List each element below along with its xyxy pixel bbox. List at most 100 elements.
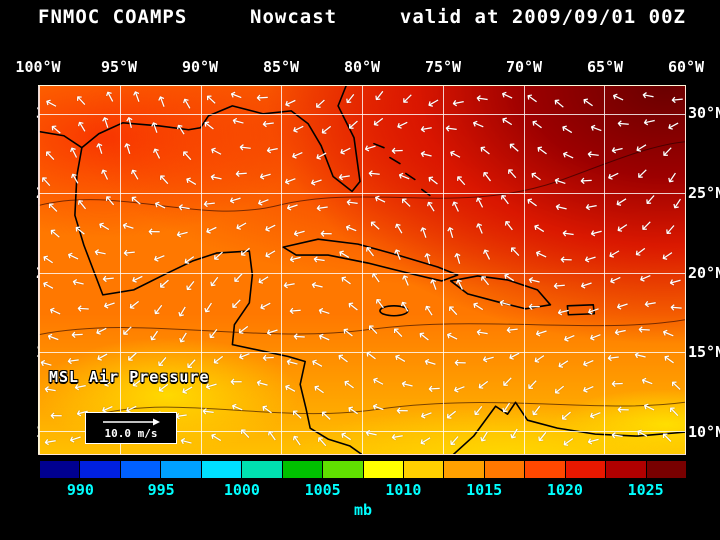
wind-arrow-icon: → bbox=[552, 197, 570, 218]
wind-arrow-icon: → bbox=[445, 144, 466, 167]
wind-arrow-icon: → bbox=[70, 116, 93, 137]
wind-arrow-icon: → bbox=[256, 165, 274, 187]
wind-arrow-icon: → bbox=[577, 274, 596, 296]
wind-arrow-icon: → bbox=[418, 119, 434, 140]
wind-arrow-icon: → bbox=[604, 164, 624, 187]
wind-arrow-icon: → bbox=[608, 86, 628, 109]
wind-arrow-icon: → bbox=[549, 378, 571, 401]
wind-arrow-icon: → bbox=[201, 402, 217, 422]
wind-arrow-icon: → bbox=[555, 404, 578, 427]
wind-arrow-icon: → bbox=[292, 327, 306, 346]
wind-arrow-icon: → bbox=[201, 219, 221, 241]
wind-arrow-icon: → bbox=[665, 375, 686, 397]
wind-arrow-icon: → bbox=[390, 141, 405, 160]
wind-arrow-icon: → bbox=[413, 326, 435, 349]
wind-arrow-icon: → bbox=[205, 427, 226, 450]
coastline-layer bbox=[39, 86, 685, 454]
wind-arrow-icon: → bbox=[43, 432, 59, 452]
wind-arrow-icon: → bbox=[361, 319, 384, 341]
wind-arrow-icon: → bbox=[423, 275, 445, 294]
wind-arrow-icon: → bbox=[339, 88, 362, 110]
wind-arrow-icon: → bbox=[640, 86, 657, 107]
colorbar-segment bbox=[403, 461, 444, 478]
wind-arrow-icon: → bbox=[225, 293, 248, 315]
wind-arrow-icon: → bbox=[229, 111, 247, 133]
wind-arrow-icon: → bbox=[529, 218, 550, 241]
wind-arrow-icon: → bbox=[659, 323, 678, 345]
wind-arrow-icon: → bbox=[94, 164, 116, 184]
gridline-vertical bbox=[200, 86, 202, 454]
wind-arrow-icon: → bbox=[417, 404, 436, 426]
wind-arrow-icon: → bbox=[316, 118, 338, 141]
wind-arrow-icon: → bbox=[453, 354, 467, 373]
wind-arrow-icon: → bbox=[119, 114, 141, 132]
wind-arrow-icon: → bbox=[394, 270, 417, 290]
lon-label: 100°W bbox=[15, 58, 61, 76]
wind-arrow-icon: → bbox=[583, 196, 599, 217]
wind-arrow-icon: → bbox=[427, 379, 441, 399]
wind-arrow-icon: → bbox=[666, 271, 684, 293]
wind-arrow-icon: → bbox=[332, 348, 354, 371]
wind-arrow-icon: → bbox=[474, 269, 497, 291]
gridline-horizontal bbox=[39, 114, 685, 116]
colorbar-tick-label: 1000 bbox=[223, 481, 260, 499]
wind-arrow-icon: → bbox=[153, 272, 176, 295]
wind-arrow-icon: → bbox=[280, 169, 300, 192]
wind-arrow-icon: → bbox=[578, 377, 598, 400]
wind-arrow-icon: → bbox=[358, 241, 381, 263]
wind-arrow-icon: → bbox=[422, 170, 444, 193]
wind-arrow-icon: → bbox=[417, 144, 434, 166]
wind-vector-layer: → → → → → → → → → → → → → → → → → → → → → → → → → → → → → → → → → → → → → → → →… bbox=[39, 86, 685, 454]
wind-arrow-icon: → bbox=[207, 245, 230, 267]
wind-arrow-icon: → bbox=[231, 215, 252, 238]
wind-arrow-icon: → bbox=[93, 215, 114, 238]
wind-arrow-icon: → bbox=[290, 222, 308, 243]
wind-arrow-icon: → bbox=[447, 250, 468, 268]
wind-arrow-icon: → bbox=[606, 268, 626, 291]
wind-arrow-icon: → bbox=[608, 139, 626, 160]
wind-arrow-icon: → bbox=[123, 164, 146, 185]
wind-arrow-icon: → bbox=[588, 222, 605, 243]
wind-arrow-icon: → bbox=[614, 295, 632, 317]
gridline-horizontal bbox=[39, 272, 685, 274]
wind-arrow-icon: → bbox=[420, 196, 443, 218]
wind-arrow-icon: → bbox=[423, 92, 444, 115]
wind-arrow-icon: → bbox=[586, 403, 605, 426]
wind-arrow-icon: → bbox=[526, 114, 548, 137]
wind-arrow-icon: → bbox=[281, 274, 298, 295]
wind-arrow-icon: → bbox=[253, 373, 271, 395]
wind-arrow-icon: → bbox=[494, 189, 517, 211]
wind-arrow-icon: → bbox=[234, 345, 254, 367]
wind-arrow-icon: → bbox=[560, 326, 579, 349]
wind-arrow-icon: → bbox=[362, 137, 380, 159]
wind-arrow-icon: → bbox=[92, 319, 112, 342]
wind-arrow-icon: → bbox=[370, 189, 390, 211]
wind-arrow-icon: → bbox=[394, 165, 413, 188]
wind-arrow-icon: → bbox=[553, 352, 575, 375]
wind-arrow-icon: → bbox=[311, 249, 327, 270]
wind-arrow-icon: → bbox=[228, 397, 247, 419]
colorbar-units: mb bbox=[353, 501, 373, 519]
wind-arrow-icon: → bbox=[308, 275, 326, 296]
wind-arrow-icon: → bbox=[255, 294, 276, 317]
wind-arrow-icon: → bbox=[202, 194, 217, 214]
wind-arrow-icon: → bbox=[335, 270, 357, 293]
wind-arrow-icon: → bbox=[123, 294, 145, 316]
wind-scale-legend: 10.0 m/s bbox=[85, 412, 177, 444]
wind-arrow-icon: → bbox=[666, 193, 686, 215]
wind-arrow-icon: → bbox=[119, 216, 137, 238]
wind-arrow-icon: → bbox=[663, 115, 684, 138]
wind-arrow-icon: → bbox=[122, 243, 137, 263]
wind-arrow-icon: → bbox=[636, 215, 658, 237]
lon-label: 70°W bbox=[505, 58, 543, 76]
wind-arrow-icon: → bbox=[415, 430, 436, 453]
wind-arrow-icon: → bbox=[98, 189, 121, 212]
wind-arrow-icon: → bbox=[177, 431, 195, 453]
wind-arrow-icon: → bbox=[449, 275, 472, 295]
lat-label: 15°N bbox=[688, 343, 720, 362]
colorbar-tick-label: 1015 bbox=[466, 481, 503, 499]
colorbar-segment bbox=[161, 461, 201, 478]
colorbar-tick-label: 995 bbox=[147, 481, 175, 499]
wind-arrow-icon: → bbox=[440, 224, 462, 242]
